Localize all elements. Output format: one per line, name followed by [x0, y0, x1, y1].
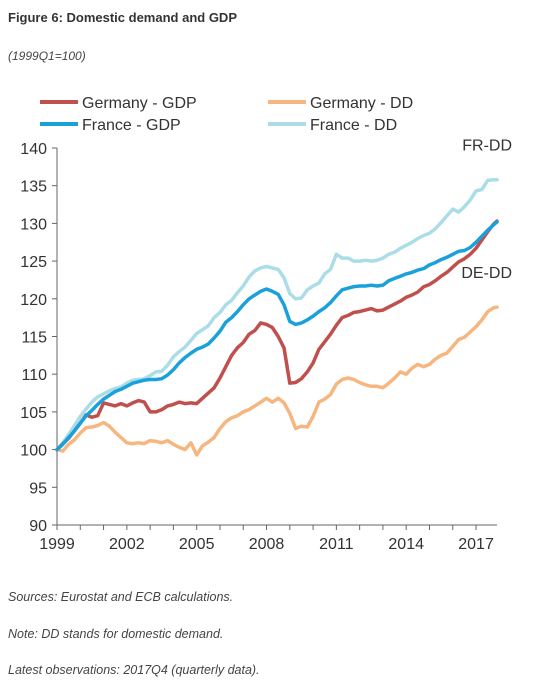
legend-label-france-dd: France - DD [310, 117, 397, 134]
y-tick-label: 105 [20, 405, 47, 422]
x-axis: 1999 2002 2005 2008 2011 2014 2017 [39, 524, 497, 553]
x-tick-label: 2011 [319, 536, 354, 553]
series-line-germany-gdp [55, 219, 499, 452]
x-tick-label: 2008 [249, 536, 285, 553]
y-tick-label: 95 [29, 480, 47, 497]
x-tick-label: 2005 [179, 536, 215, 553]
latest-observations-note: Latest observations: 2017Q4 (quarterly d… [8, 663, 260, 677]
x-tick-label: 2002 [109, 536, 145, 553]
annotation-de-dd: DE-DD [461, 265, 512, 282]
series-line-germany-dd [55, 305, 499, 457]
x-tick-label: 2014 [388, 536, 424, 553]
y-tick-label: 120 [20, 292, 47, 309]
figure-subtitle: (1999Q1=100) [8, 49, 86, 63]
series-line-france-gdp [55, 220, 499, 452]
y-tick-label: 140 [20, 141, 47, 158]
legend-label-france-gdp: France - GDP [82, 117, 181, 134]
y-tick-label: 130 [20, 216, 47, 233]
figure-title: Figure 6: Domestic demand and GDP [8, 10, 237, 25]
annotation-fr-dd: FR-DD [462, 138, 512, 155]
legend-label-germany-gdp: Germany - GDP [82, 95, 197, 112]
x-tick-label: 1999 [39, 536, 75, 553]
y-tick-label: 100 [20, 443, 47, 460]
y-tick-label: 125 [20, 254, 47, 271]
x-tick-label: 2017 [458, 536, 494, 553]
y-tick-label: 115 [21, 330, 47, 347]
series-layer [55, 177, 499, 457]
y-tick-label: 135 [20, 179, 47, 196]
y-tick-label: 110 [21, 367, 47, 384]
y-axis: 90 95 100 105 110 115 120 125 130 135 140 [20, 141, 58, 535]
dd-note: Note: DD stands for domestic demand. [8, 627, 224, 641]
legend: Germany - GDP Germany - DD France - GDP Fra… [40, 95, 413, 134]
legend-label-germany-dd: Germany - DD [310, 95, 413, 112]
line-chart: Germany - GDP Germany - DD France - GDP Fra… [20, 95, 512, 553]
y-tick-label: 90 [29, 518, 47, 535]
series-line-france-dd [55, 177, 499, 452]
sources-note: Sources: Eurostat and ECB calculations. [8, 590, 234, 604]
annotations: FR-DD DE-DD [461, 138, 512, 282]
